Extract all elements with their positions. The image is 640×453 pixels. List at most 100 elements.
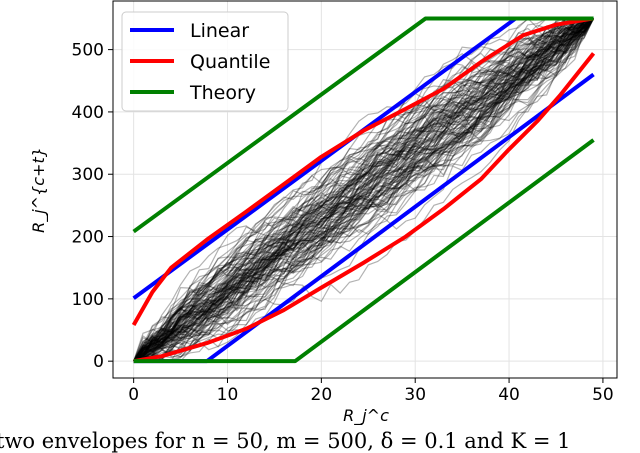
sample-trace bbox=[133, 18, 595, 362]
sample-trace bbox=[133, 17, 594, 362]
sample-trace bbox=[133, 17, 594, 362]
sample-trace bbox=[133, 18, 595, 362]
sample-trace bbox=[133, 17, 594, 362]
sample-trace bbox=[133, 18, 595, 362]
sample-trace bbox=[133, 17, 594, 362]
y-axis-label: R_j^{c+t} bbox=[29, 147, 49, 233]
sample-trace bbox=[133, 17, 594, 362]
sample-trace bbox=[133, 17, 594, 362]
sample-trace bbox=[133, 18, 595, 362]
sample-traces bbox=[133, 17, 595, 362]
sample-trace bbox=[133, 17, 594, 362]
envelope-lines bbox=[131, 16, 596, 364]
sample-trace bbox=[133, 17, 594, 362]
sample-trace bbox=[133, 17, 594, 362]
plot-frame bbox=[112, 0, 618, 379]
x-tick-label: 10 bbox=[217, 385, 239, 405]
legend-label-quantile: Quantile bbox=[190, 51, 270, 73]
sample-trace bbox=[133, 17, 594, 362]
sample-trace bbox=[133, 18, 594, 362]
sample-trace bbox=[133, 18, 594, 362]
quantile-lower-line bbox=[133, 52, 596, 364]
sample-trace bbox=[133, 18, 595, 362]
sample-trace bbox=[133, 18, 595, 362]
sample-trace bbox=[133, 18, 595, 362]
sample-trace bbox=[133, 17, 594, 362]
sample-trace bbox=[133, 17, 594, 362]
sample-trace bbox=[133, 17, 594, 362]
sample-trace bbox=[133, 17, 594, 362]
legend-box bbox=[121, 11, 289, 112]
sample-trace bbox=[133, 18, 594, 362]
x-tick-label: 30 bbox=[404, 385, 426, 405]
sample-trace bbox=[133, 17, 594, 362]
y-tick-label: 100 bbox=[72, 290, 104, 310]
sample-trace bbox=[133, 17, 594, 362]
sample-trace bbox=[133, 17, 594, 362]
sample-trace bbox=[133, 18, 594, 362]
sample-trace bbox=[133, 17, 594, 362]
sample-trace bbox=[133, 18, 594, 362]
sample-trace bbox=[133, 18, 595, 362]
figure-caption: two envelopes for n = 50, m = 500, δ = 0… bbox=[0, 429, 571, 453]
sample-trace bbox=[133, 18, 595, 362]
sample-trace bbox=[133, 17, 594, 362]
x-tick-label: 20 bbox=[311, 385, 333, 405]
sample-trace bbox=[133, 17, 594, 362]
sample-trace bbox=[133, 17, 594, 362]
sample-trace bbox=[133, 17, 594, 362]
sample-trace bbox=[133, 17, 594, 362]
sample-trace bbox=[133, 17, 594, 362]
sample-trace bbox=[133, 17, 594, 362]
legend: Linear Quantile Theory bbox=[121, 11, 289, 112]
sample-trace bbox=[133, 17, 594, 362]
sample-trace bbox=[133, 18, 595, 362]
sample-trace bbox=[133, 17, 594, 362]
sample-trace bbox=[133, 17, 594, 362]
sample-trace bbox=[133, 17, 594, 362]
sample-trace bbox=[133, 17, 594, 362]
sample-trace bbox=[133, 17, 594, 362]
sample-trace bbox=[133, 17, 594, 362]
x-tick-label: 40 bbox=[498, 385, 520, 405]
sample-trace bbox=[133, 17, 594, 362]
sample-trace bbox=[133, 18, 594, 362]
sample-trace bbox=[133, 17, 594, 362]
sample-trace bbox=[133, 18, 594, 362]
sample-trace bbox=[133, 18, 595, 362]
x-tick-label: 50 bbox=[592, 385, 614, 405]
y-tick-label: 200 bbox=[72, 228, 104, 248]
sample-trace bbox=[133, 17, 594, 362]
sample-trace bbox=[133, 17, 594, 362]
sample-trace bbox=[133, 18, 595, 362]
sample-trace bbox=[133, 17, 594, 362]
sample-trace bbox=[133, 17, 594, 362]
legend-label-theory: Theory bbox=[189, 82, 256, 104]
sample-trace bbox=[133, 18, 594, 362]
sample-trace bbox=[133, 17, 594, 362]
sample-trace bbox=[133, 17, 594, 362]
sample-trace bbox=[133, 17, 594, 362]
sample-trace bbox=[133, 18, 594, 362]
sample-trace bbox=[133, 18, 594, 362]
sample-trace bbox=[133, 18, 595, 362]
sample-trace bbox=[133, 17, 594, 362]
sample-trace bbox=[133, 17, 594, 362]
x-tick-label: 0 bbox=[128, 385, 139, 405]
sample-trace bbox=[133, 18, 594, 362]
sample-trace bbox=[133, 17, 594, 362]
sample-trace bbox=[133, 18, 595, 362]
x-axis-label: R_j^c bbox=[343, 406, 389, 426]
sample-trace bbox=[133, 18, 595, 362]
sample-trace bbox=[133, 17, 594, 362]
sample-trace bbox=[133, 18, 595, 362]
sample-trace bbox=[133, 17, 594, 362]
sample-trace bbox=[133, 17, 594, 362]
sample-trace bbox=[133, 17, 594, 362]
y-tick-label: 300 bbox=[72, 165, 104, 185]
sample-trace bbox=[133, 17, 594, 362]
sample-trace bbox=[133, 17, 594, 362]
sample-trace bbox=[133, 17, 594, 362]
